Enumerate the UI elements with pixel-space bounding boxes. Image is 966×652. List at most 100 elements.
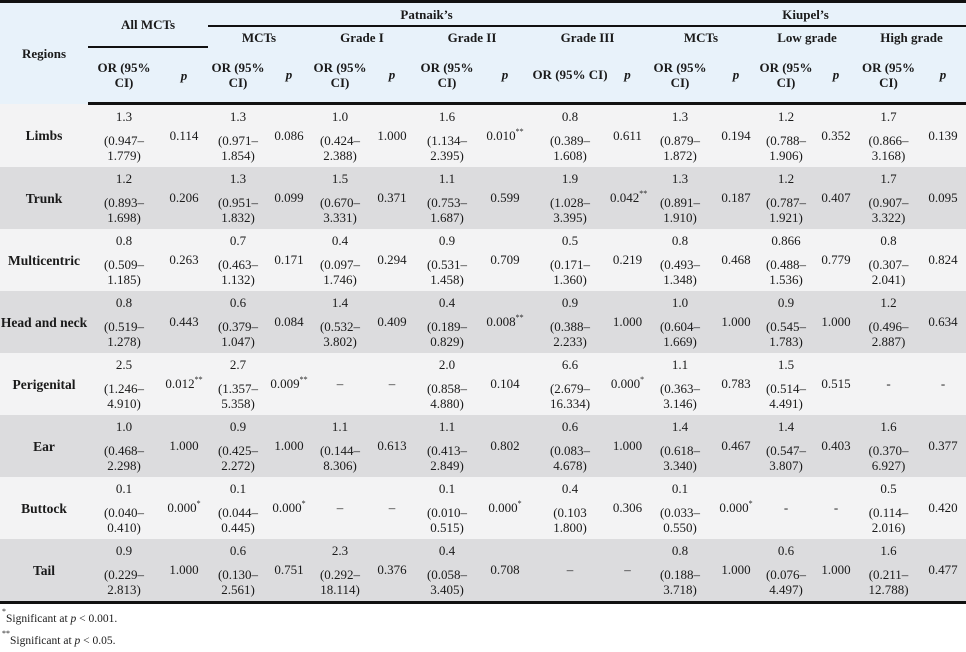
or-cell: 0.4 (0.058–3.405) bbox=[414, 539, 480, 604]
header-kiupel-0: MCTs bbox=[645, 26, 757, 47]
p-value: 0.824 bbox=[928, 252, 958, 267]
ci-value: (1.028–3.395) bbox=[549, 195, 591, 225]
table-row: Buttock 0.1 (0.040–0.410) 0.000* 0.1 (0.044–0… bbox=[0, 477, 966, 539]
ci-value: (0.893–1.698) bbox=[103, 195, 145, 225]
or-value: 0.7 bbox=[229, 233, 247, 248]
p-value: 0.263 bbox=[169, 252, 199, 267]
p-cell: 0.477 bbox=[920, 539, 966, 604]
p-cell: 0.084 bbox=[268, 291, 310, 353]
or-cell: 1.1 (0.753–1.687) bbox=[414, 167, 480, 229]
p-value: 0.783 bbox=[721, 376, 751, 391]
p-cell: 0.708 bbox=[480, 539, 530, 604]
or-value: 1.5 bbox=[331, 171, 349, 186]
or-cell: 0.5 (0.114–2.016) bbox=[857, 477, 920, 539]
region-label: Tail bbox=[0, 539, 88, 604]
or-value: 0.8 bbox=[561, 109, 579, 124]
ci-value: (0.229–2.813) bbox=[103, 567, 145, 597]
or-cell: 1.0 (0.424–2.388) bbox=[310, 103, 370, 167]
ci-value: (0.189–0.829) bbox=[426, 319, 468, 349]
or-cell: – bbox=[530, 539, 610, 604]
or-value: 1.6 bbox=[880, 543, 897, 558]
ci-value: (0.891–1.910) bbox=[659, 195, 701, 225]
or-value: 0.6 bbox=[777, 543, 795, 558]
footnotes: *Significant at p < 0.001. **Significant … bbox=[2, 608, 966, 652]
p-value: 0.306 bbox=[612, 500, 643, 515]
ci-value: (0.496–2.887) bbox=[868, 319, 909, 349]
p-cell: 0.171 bbox=[268, 229, 310, 291]
p-cell: 0.294 bbox=[370, 229, 414, 291]
p-value: 0.294 bbox=[377, 252, 407, 267]
footnote: **Significant at p < 0.05. bbox=[2, 630, 966, 652]
table-row: Head and neck 0.8 (0.519–1.278) 0.443 0.6 (0.… bbox=[0, 291, 966, 353]
p-value: 0.099 bbox=[274, 190, 304, 205]
or-cell: - bbox=[757, 477, 815, 539]
or-cell: 6.6 (2.679–16.334) bbox=[530, 353, 610, 415]
p-value: 1.000 bbox=[821, 314, 851, 329]
header-p: p bbox=[610, 47, 645, 105]
or-cell: – bbox=[310, 353, 370, 415]
p-cell: 0.783 bbox=[715, 353, 757, 415]
or-value: 6.6 bbox=[561, 357, 579, 372]
significance-mark: ** bbox=[299, 375, 308, 384]
p-cell: 0.114 bbox=[160, 103, 208, 167]
or-value: 1.4 bbox=[671, 419, 689, 434]
or-cell: 1.3 (0.971–1.854) bbox=[208, 103, 268, 167]
header-or-ci: OR (95% CI) bbox=[530, 47, 610, 105]
p-value: – bbox=[388, 500, 396, 515]
p-value: 0.206 bbox=[169, 190, 199, 205]
ci-value: (1.246–4.910) bbox=[103, 381, 145, 411]
header-p: p bbox=[370, 47, 414, 105]
or-cell: 1.0 (0.468–2.298) bbox=[88, 415, 160, 477]
p-cell: 0.008** bbox=[480, 291, 530, 353]
p-cell: 0.611 bbox=[610, 103, 645, 167]
or-cell: 1.4 (0.618–3.340) bbox=[645, 415, 715, 477]
p-cell: 0.194 bbox=[715, 103, 757, 167]
p-cell: 0.187 bbox=[715, 167, 757, 229]
p-value: 1.000 bbox=[169, 438, 199, 453]
or-value: 0.8 bbox=[671, 543, 689, 558]
footnote-threshold: < 0.05. bbox=[80, 635, 116, 647]
header-p: p bbox=[268, 47, 310, 105]
or-cell: 0.9 (0.229–2.813) bbox=[88, 539, 160, 604]
or-value: 0.9 bbox=[115, 543, 133, 558]
or-cell: 1.6 (1.134–2.395) bbox=[414, 103, 480, 167]
or-value: 0.9 bbox=[229, 419, 247, 434]
p-cell: 1.000 bbox=[160, 415, 208, 477]
or-cell: 1.1 (0.413–2.849) bbox=[414, 415, 480, 477]
header-or-ci: OR (95% CI) bbox=[757, 47, 815, 105]
ci-value: (0.879–1.872) bbox=[659, 133, 701, 163]
ci-value: (0.514–4.491) bbox=[765, 381, 807, 411]
footnote-text: Significant at bbox=[6, 613, 71, 625]
p-value: 0.371 bbox=[377, 190, 407, 205]
ci-value: (0.753–1.687) bbox=[426, 195, 468, 225]
p-value: 0.000 bbox=[719, 500, 749, 515]
p-value: 1.000 bbox=[721, 314, 751, 329]
or-value: 0.1 bbox=[229, 481, 247, 496]
region-label: Multicentric bbox=[0, 229, 88, 291]
or-value: 0.8 bbox=[880, 233, 897, 248]
header-or-ci: OR (95% CI) bbox=[208, 47, 268, 105]
p-cell: 0.000* bbox=[480, 477, 530, 539]
header-patnaik-2: Grade II bbox=[414, 26, 530, 47]
p-value: 0.000 bbox=[167, 500, 197, 515]
or-cell: 0.4 (0.189–0.829) bbox=[414, 291, 480, 353]
p-value: 0.708 bbox=[490, 562, 520, 577]
header-p: p bbox=[480, 47, 530, 105]
or-value: 2.3 bbox=[331, 543, 349, 558]
p-cell: 0.420 bbox=[920, 477, 966, 539]
p-value: 0.515 bbox=[821, 376, 851, 391]
ci-value: (0.531–1.458) bbox=[426, 257, 468, 287]
p-value: 0.219 bbox=[612, 252, 643, 267]
or-cell: 0.9 (0.531–1.458) bbox=[414, 229, 480, 291]
p-cell: 0.443 bbox=[160, 291, 208, 353]
table-row: Multicentric 0.8 (0.509–1.185) 0.263 0.7 (0.4… bbox=[0, 229, 966, 291]
table-row: Ear 1.0 (0.468–2.298) 1.000 0.9 (0.425–2.272)… bbox=[0, 415, 966, 477]
footnote-p: p bbox=[70, 613, 77, 625]
p-cell: 0.468 bbox=[715, 229, 757, 291]
ci-value: (0.379–1.047) bbox=[217, 319, 259, 349]
ci-value: (0.103 1.800) bbox=[553, 505, 587, 535]
or-cell: 0.6 (0.379–1.047) bbox=[208, 291, 268, 353]
header-kiupel-2: High grade bbox=[857, 26, 966, 47]
p-cell: 0.086 bbox=[268, 103, 310, 167]
ci-value: (1.357–5.358) bbox=[217, 381, 259, 411]
